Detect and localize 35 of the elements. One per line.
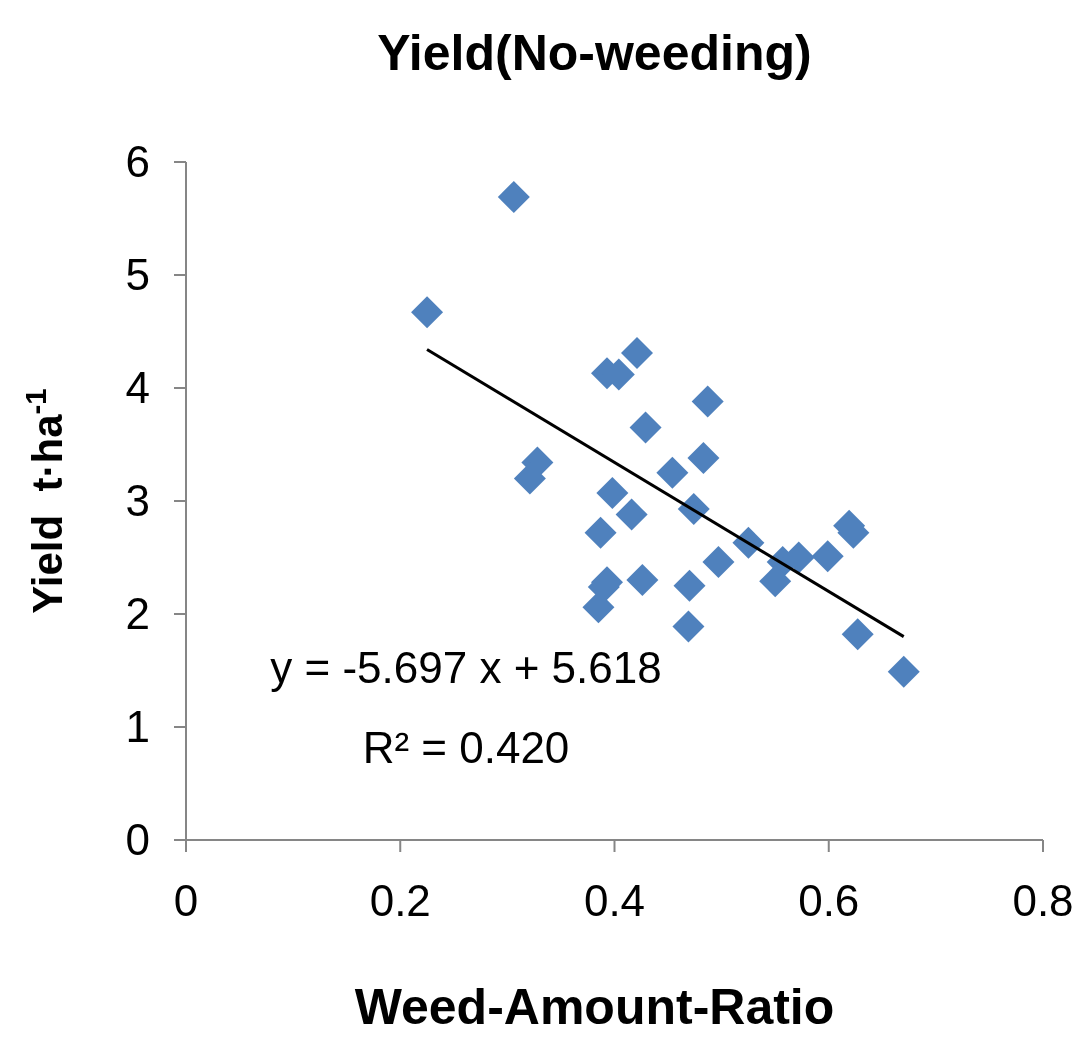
x-tick-label: 0.6 (798, 876, 860, 925)
point (629, 411, 662, 444)
y-tick-label: 3 (125, 476, 150, 526)
x-tick-label: 0 (173, 876, 199, 925)
point (887, 655, 920, 688)
y-tick-label: 6 (125, 137, 150, 187)
x-tick-label: 0.4 (583, 876, 646, 925)
y-tick-label: 4 (125, 363, 150, 413)
point (497, 181, 530, 214)
y-tick-label: 0 (125, 815, 150, 865)
point (621, 336, 653, 369)
chart-title: Yield(No-weeding) (377, 25, 812, 81)
y-tick-label: 1 (125, 702, 150, 752)
x-tick-label: 0.2 (369, 876, 431, 925)
point (673, 569, 706, 602)
point (615, 498, 648, 531)
point (759, 565, 792, 598)
point (584, 516, 617, 549)
point (841, 618, 874, 651)
x-axis-title: Weed-Amount-Ratio (354, 979, 835, 1035)
x-tick-label: 0.8 (1012, 876, 1074, 925)
point (626, 564, 659, 597)
point (687, 442, 720, 475)
point (656, 456, 689, 489)
y-tick-label: 2 (125, 589, 150, 639)
annotation: y = -5.697 x + 5.618 (270, 643, 662, 693)
point (582, 591, 615, 624)
point (702, 546, 735, 579)
y-tick-label: 5 (125, 250, 150, 300)
annotation: R² = 0.420 (362, 723, 570, 773)
point (596, 477, 629, 510)
point (691, 385, 724, 418)
point (672, 610, 705, 643)
point (811, 540, 844, 573)
point (411, 296, 444, 329)
